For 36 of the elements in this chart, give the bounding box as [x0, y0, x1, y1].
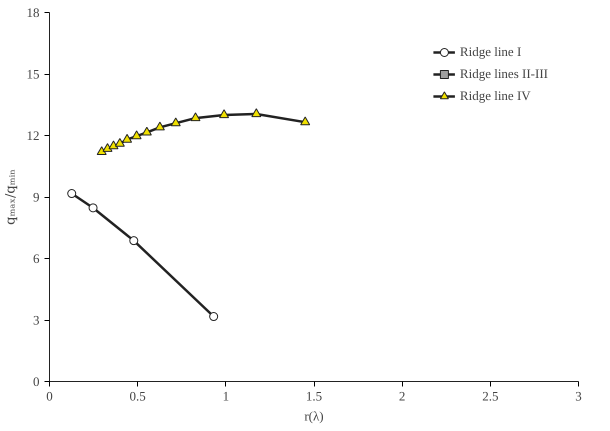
point	[154, 122, 165, 130]
x-tick-label: 1.5	[306, 388, 322, 404]
y-tick-label: 12	[26, 128, 40, 143]
legend-label: Ridge lines II-III	[460, 66, 548, 82]
legend-label: Ridge line IV	[460, 88, 531, 104]
point	[96, 146, 107, 155]
point	[219, 109, 230, 118]
y-tick-label: 9	[33, 190, 40, 204]
point	[108, 140, 119, 150]
x-axis-title: r(λ)	[304, 408, 324, 424]
point	[114, 138, 125, 147]
x-tick-label: 0.5	[130, 388, 146, 404]
x-tick-label: 2	[398, 388, 406, 404]
point	[142, 126, 152, 136]
point	[67, 189, 76, 198]
point	[132, 130, 142, 140]
y-tick-label: 0	[33, 374, 40, 389]
y-tick-label: 6	[33, 251, 40, 266]
x-tick-label: 0	[46, 388, 53, 404]
y-axis-title: qₘₐₓ/qₘᵢₙ	[4, 169, 18, 225]
x-tick-label: 3	[575, 388, 582, 404]
point	[88, 203, 98, 212]
point	[300, 116, 310, 126]
point	[102, 143, 113, 152]
point	[129, 236, 138, 246]
x-tick-label: 2.5	[482, 388, 498, 404]
point	[209, 312, 218, 322]
y-tick-label: 18	[26, 5, 40, 20]
point	[122, 134, 132, 143]
y-tick-label: 3	[33, 312, 40, 328]
legend-label: Ridge line I	[460, 44, 522, 60]
point	[190, 112, 201, 122]
y-tick-label: 15	[26, 66, 40, 82]
point	[170, 118, 181, 126]
x-tick-label: 1	[222, 388, 230, 404]
point	[251, 108, 262, 118]
